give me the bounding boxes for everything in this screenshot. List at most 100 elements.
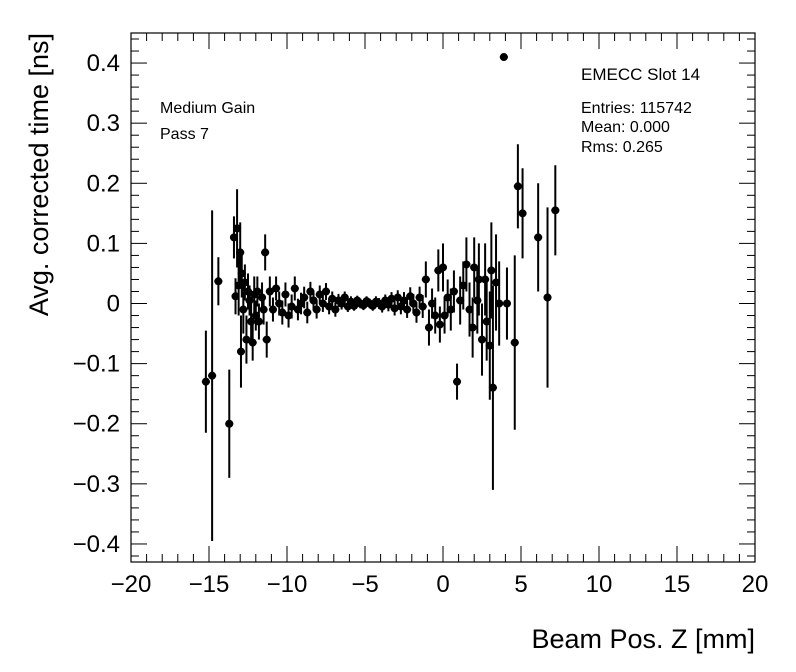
data-point bbox=[239, 285, 248, 334]
point-marker bbox=[478, 335, 486, 344]
data-point bbox=[513, 144, 522, 229]
point-marker bbox=[534, 233, 543, 242]
x-tick-label: −5 bbox=[351, 571, 378, 598]
y-tick-label: −0.1 bbox=[73, 351, 120, 378]
point-marker bbox=[259, 305, 268, 314]
point-marker bbox=[253, 287, 262, 296]
data-point bbox=[261, 234, 270, 271]
data-points bbox=[201, 53, 560, 541]
entries-label: Entries: 115742 bbox=[581, 100, 692, 117]
data-point bbox=[485, 291, 494, 400]
point-marker bbox=[384, 300, 393, 309]
point-marker bbox=[424, 323, 433, 332]
point-marker bbox=[262, 335, 271, 344]
point-marker bbox=[272, 284, 281, 293]
data-point bbox=[468, 297, 477, 358]
point-marker bbox=[233, 224, 242, 233]
point-marker bbox=[418, 302, 427, 311]
data-point bbox=[253, 276, 262, 307]
data-point bbox=[315, 285, 324, 304]
data-point bbox=[435, 306, 444, 343]
mean-label: Mean: 0.000 bbox=[581, 119, 670, 136]
point-marker bbox=[247, 317, 256, 326]
x-tick-labels: −20 −15 −10 −5 0 5 10 15 20 bbox=[111, 571, 769, 598]
point-marker bbox=[337, 299, 346, 308]
data-point bbox=[403, 301, 412, 318]
point-marker bbox=[242, 335, 251, 344]
data-point bbox=[247, 303, 256, 340]
data-point bbox=[534, 183, 543, 292]
data-point bbox=[424, 309, 433, 346]
point-marker bbox=[287, 302, 296, 311]
data-point bbox=[470, 237, 479, 298]
point-marker bbox=[390, 304, 399, 313]
data-point bbox=[201, 330, 210, 433]
data-point bbox=[418, 295, 427, 318]
point-marker bbox=[485, 341, 494, 350]
data-point bbox=[303, 301, 312, 324]
point-marker bbox=[236, 248, 245, 257]
point-marker bbox=[237, 269, 246, 278]
point-marker bbox=[396, 302, 405, 311]
data-point bbox=[502, 267, 511, 340]
point-marker bbox=[481, 275, 490, 284]
data-point bbox=[245, 285, 254, 316]
point-marker bbox=[297, 299, 306, 308]
x-tick-label: 10 bbox=[586, 571, 613, 598]
point-marker bbox=[229, 233, 238, 242]
point-marker bbox=[412, 308, 421, 317]
point-marker bbox=[340, 293, 349, 302]
point-marker bbox=[293, 305, 302, 314]
point-marker bbox=[415, 293, 424, 302]
point-marker bbox=[387, 294, 396, 303]
y-tick-label: 0.4 bbox=[87, 50, 120, 77]
point-marker bbox=[315, 290, 324, 299]
point-marker bbox=[281, 290, 290, 299]
data-point bbox=[272, 276, 281, 301]
point-marker bbox=[378, 302, 387, 311]
point-marker bbox=[258, 293, 267, 302]
point-marker bbox=[462, 260, 471, 269]
point-marker bbox=[251, 311, 260, 320]
data-point bbox=[340, 291, 349, 304]
data-point bbox=[254, 303, 263, 340]
point-marker bbox=[495, 299, 504, 308]
data-point bbox=[259, 294, 268, 325]
data-point bbox=[262, 321, 271, 358]
point-marker bbox=[275, 299, 284, 308]
pass-label: Pass 7 bbox=[160, 126, 209, 143]
point-marker bbox=[240, 278, 249, 287]
y-tick-label: 0.1 bbox=[87, 230, 120, 257]
axis-ticks bbox=[130, 33, 756, 562]
data-point bbox=[325, 298, 334, 315]
point-marker bbox=[325, 302, 334, 311]
point-marker bbox=[406, 292, 415, 301]
point-marker bbox=[446, 305, 455, 314]
data-point bbox=[240, 264, 249, 301]
point-marker bbox=[278, 308, 287, 317]
point-marker bbox=[440, 311, 449, 320]
y-tick-label: 0.3 bbox=[87, 110, 120, 137]
data-point bbox=[225, 369, 234, 478]
point-marker bbox=[208, 371, 217, 380]
point-marker bbox=[328, 294, 337, 303]
data-point bbox=[478, 303, 486, 376]
x-tick-label: −10 bbox=[267, 571, 308, 598]
data-point bbox=[251, 300, 260, 331]
point-marker bbox=[261, 248, 270, 257]
data-point bbox=[231, 278, 240, 315]
point-marker bbox=[303, 308, 312, 317]
x-tick-label: 0 bbox=[436, 571, 449, 598]
point-marker bbox=[331, 305, 340, 314]
point-marker bbox=[201, 377, 210, 386]
data-point bbox=[248, 324, 257, 361]
point-marker bbox=[393, 293, 402, 302]
point-marker bbox=[225, 419, 234, 428]
data-point bbox=[543, 207, 552, 388]
point-marker bbox=[239, 305, 248, 314]
point-marker bbox=[499, 53, 508, 62]
point-marker bbox=[234, 281, 243, 290]
data-point bbox=[400, 292, 408, 309]
point-marker bbox=[318, 299, 327, 308]
point-marker bbox=[312, 305, 321, 314]
